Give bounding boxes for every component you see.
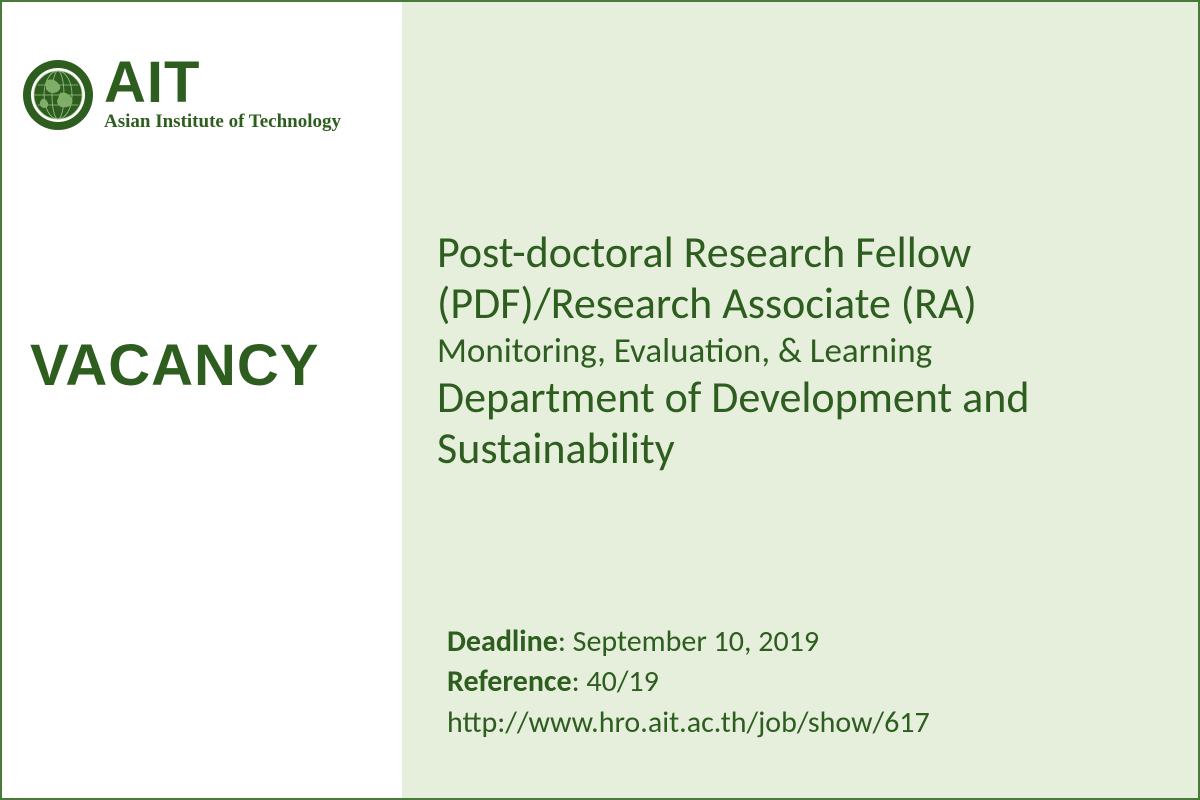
reference-value: : 40/19 xyxy=(572,663,659,700)
vacancy-heading: VACANCY xyxy=(30,332,320,399)
ait-globe-icon xyxy=(22,59,94,131)
job-field: Monitoring, Evaluation, & Learning xyxy=(437,330,1158,372)
deadline-label: Deadline xyxy=(447,623,558,660)
job-title: Post-doctoral Research Fellow (PDF)/Rese… xyxy=(437,227,1158,328)
right-panel: Post-doctoral Research Fellow (PDF)/Rese… xyxy=(402,2,1198,798)
logo-block: AIT Asian Institute of Technology xyxy=(22,57,341,133)
logo-text: AIT Asian Institute of Technology xyxy=(104,57,341,133)
reference-line: Reference: 40/19 xyxy=(447,662,930,703)
job-department: Department of Development and Sustainabi… xyxy=(437,372,1158,473)
logo-subtitle: Asian Institute of Technology xyxy=(104,111,341,133)
left-panel: AIT Asian Institute of Technology VACANC… xyxy=(2,2,402,798)
deadline-line: Deadline: September 10, 2019 xyxy=(447,622,930,663)
url-line: http://www.hro.ait.ac.th/job/show/617 xyxy=(447,703,930,744)
deadline-value: : September 10, 2019 xyxy=(558,623,819,660)
vacancy-card: AIT Asian Institute of Technology VACANC… xyxy=(0,0,1200,800)
logo-title: AIT xyxy=(104,57,341,109)
details-block: Deadline: September 10, 2019 Reference: … xyxy=(447,622,930,744)
reference-label: Reference xyxy=(447,663,572,700)
job-block: Post-doctoral Research Fellow (PDF)/Rese… xyxy=(437,227,1158,473)
